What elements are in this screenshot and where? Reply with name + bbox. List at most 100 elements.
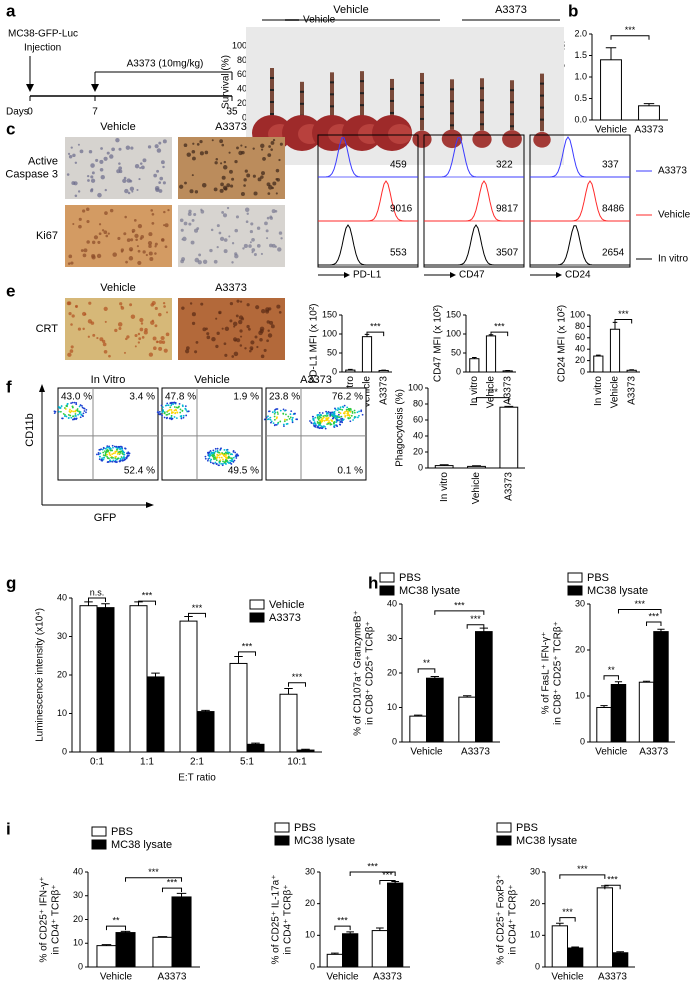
ihc-nucleus <box>231 261 234 264</box>
ihc-nucleus <box>80 249 84 252</box>
cell-dot <box>338 411 340 414</box>
y-tick-label: 100 <box>570 309 585 319</box>
cell-dot <box>98 455 101 458</box>
ihc-nucleus <box>103 349 108 354</box>
ihc-nucleus <box>140 165 145 170</box>
cell-dot <box>270 421 272 424</box>
cell-dot <box>282 413 285 415</box>
ihc-nucleus <box>163 224 166 227</box>
ihc-nucleus <box>211 139 214 142</box>
cell-dot <box>283 425 285 428</box>
timeline-label: MC38-GFP-Luc <box>8 29 78 40</box>
ihc-nucleus <box>243 178 247 182</box>
cell-dot <box>353 409 356 412</box>
cell-dot <box>74 413 77 415</box>
error-bar <box>84 601 93 606</box>
ihc-nucleus <box>126 238 131 242</box>
cell-dot <box>167 404 170 407</box>
ihc-nucleus <box>104 211 108 215</box>
cell-dot <box>289 413 292 416</box>
bar <box>129 605 148 753</box>
dot-plot <box>161 387 263 481</box>
bar <box>342 933 359 968</box>
ihc-nucleus <box>161 340 166 344</box>
ihc-nucleus <box>137 332 141 336</box>
ihc-nucleus <box>107 232 110 235</box>
ihc-nucleus <box>265 229 269 233</box>
x-tick-label: In vitro <box>439 472 450 502</box>
ihc-nucleus <box>92 333 96 337</box>
cell-dot <box>78 405 81 408</box>
cell-dot <box>291 418 294 421</box>
x-axis-label: GFP <box>94 512 117 524</box>
ihc-nucleus <box>231 242 235 245</box>
ihc-nucleus <box>128 256 134 261</box>
x-tick-label: In vitro <box>593 376 604 406</box>
cell-dot <box>160 404 163 407</box>
ihc-image <box>65 205 172 267</box>
ihc-nucleus <box>147 145 152 149</box>
drug-label: A3373 (10mg/kg) <box>127 59 204 70</box>
ihc-nucleus <box>140 322 144 325</box>
ihc-nucleus <box>224 353 228 357</box>
cell-dot <box>273 415 276 418</box>
significance-label: *** <box>607 875 618 885</box>
cell-dot <box>123 458 126 461</box>
cell-dot <box>109 449 112 452</box>
cell-dot <box>69 411 72 414</box>
ihc-nucleus <box>246 173 251 178</box>
y-tick-label: 0 <box>62 746 67 756</box>
ihc-nucleus <box>266 216 270 220</box>
error-bar <box>101 603 110 608</box>
significance-bracket <box>379 880 396 885</box>
y-tick-label: 80 <box>237 55 247 65</box>
ihc-nucleus <box>181 238 184 241</box>
y-tick-label: 0 <box>392 736 397 746</box>
cell-dot <box>360 410 363 413</box>
y-axis-label: CD47 MFI (x 10²) <box>433 305 444 382</box>
ihc-nucleus <box>86 219 90 224</box>
cell-dot <box>276 411 279 414</box>
legend-label: MC38 lysate <box>294 835 355 847</box>
arrow-head <box>26 84 34 92</box>
ihc-nucleus <box>102 342 107 347</box>
cell-dot <box>341 417 344 420</box>
ihc-nucleus <box>158 141 162 145</box>
cell-dot <box>234 451 237 454</box>
cell-dot <box>227 452 230 455</box>
bar <box>345 369 356 373</box>
ihc-nucleus <box>90 163 95 168</box>
cell-dot <box>109 447 112 450</box>
ihc-nucleus <box>234 228 238 233</box>
legend-swatch <box>274 822 290 833</box>
column-label: A3373 <box>215 121 247 133</box>
x-axis-label: E:T ratio <box>178 773 216 784</box>
cell-dot <box>163 416 166 419</box>
ihc-nucleus <box>244 169 248 173</box>
cell-dot <box>335 421 338 424</box>
ihc-nucleus <box>103 230 108 235</box>
cell-dot <box>229 459 232 462</box>
x-tick-label: Vehicle <box>100 972 133 983</box>
ihc-nucleus <box>106 151 110 155</box>
error-bar <box>176 892 187 897</box>
y-axis-label: PD-L1 MFI (x 10²) <box>309 303 320 383</box>
cell-dot <box>326 417 329 419</box>
ihc-nucleus <box>183 143 188 148</box>
ihc-nucleus <box>164 223 169 228</box>
ihc-nucleus <box>83 248 88 253</box>
ihc-nucleus <box>82 327 85 331</box>
ihc-nucleus <box>154 245 157 248</box>
ihc-nucleus <box>213 187 218 192</box>
cell-dot <box>209 450 212 452</box>
ihc-nucleus <box>213 259 218 264</box>
y-tick-label: 0 <box>418 462 423 472</box>
bar <box>371 930 389 968</box>
quadrant-value: 1.9 % <box>233 392 259 403</box>
cell-dot <box>287 415 290 418</box>
ihc-nucleus <box>130 314 136 319</box>
cell-dot <box>269 416 272 419</box>
ihc-nucleus <box>234 254 239 259</box>
ihc-nucleus <box>269 320 274 325</box>
panel-label: a <box>6 1 16 20</box>
